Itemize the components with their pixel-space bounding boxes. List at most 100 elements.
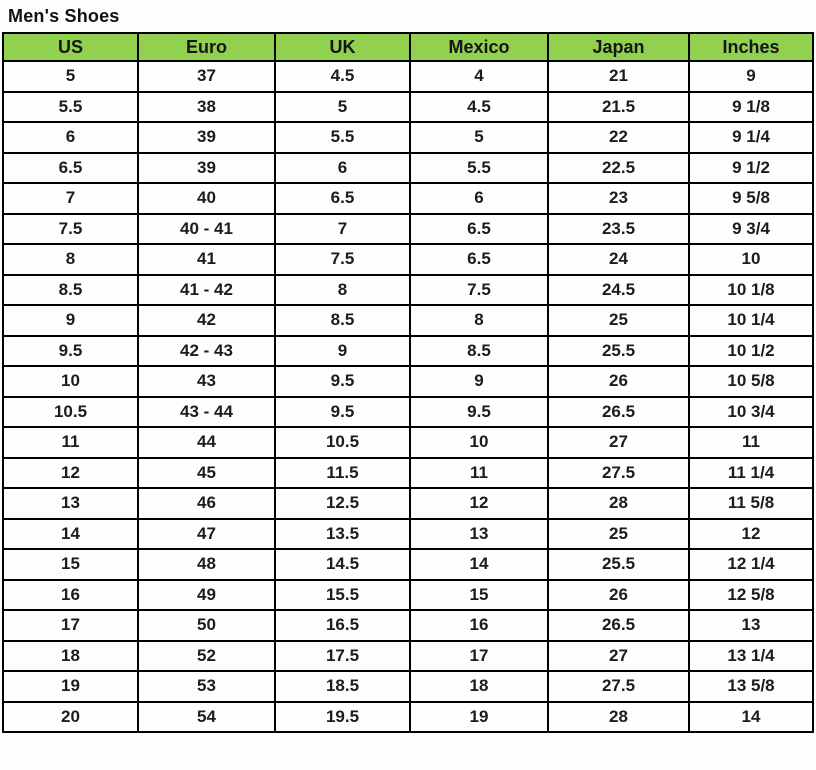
table-cell: 9 1/2 [688,151,814,184]
table-cell: 5 [409,121,549,154]
table-cell: 10 1/4 [688,304,814,337]
table-cell: 19 [409,700,549,733]
table-cell: 40 - 41 [137,212,276,245]
table-cell: 53 [137,670,276,703]
table-cell: 27 [547,426,690,459]
table-cell: 9 1/8 [688,90,814,123]
page-title: Men's Shoes [8,6,120,26]
table-cell: 8.5 [274,304,411,337]
table-row: 6 39 5.5 5 22 9 1/4 [2,121,814,154]
table-cell: 13 5/8 [688,670,814,703]
table-cell: 10.5 [274,426,411,459]
table-cell: 28 [547,487,690,520]
table-row: 20 54 19.5 19 28 14 [2,700,814,733]
table-cell: 25 [547,517,690,550]
table-cell: 26 [547,578,690,611]
table-cell: 9.5 [409,395,549,428]
table-cell: 12 5/8 [688,578,814,611]
table-cell: 18 [2,639,139,672]
table-cell: 12 [409,487,549,520]
column-header-mexico: Mexico [409,32,549,62]
table-cell: 10 [409,426,549,459]
table-row: 14 47 13.5 13 25 12 [2,517,814,550]
table-cell: 12 [2,456,139,489]
table-cell: 25 [547,304,690,337]
table-cell: 47 [137,517,276,550]
table-cell: 17 [409,639,549,672]
table-cell: 6.5 [2,151,139,184]
table-cell: 10 1/8 [688,273,814,306]
table-cell: 5.5 [2,90,139,123]
table-cell: 48 [137,548,276,581]
table-cell: 37 [137,60,276,93]
table-cell: 23.5 [547,212,690,245]
table-row: 19 53 18.5 18 27.5 13 5/8 [2,670,814,703]
table-cell: 8 [2,243,139,276]
table-cell: 27.5 [547,456,690,489]
table-row: 17 50 16.5 16 26.5 13 [2,609,814,642]
table-cell: 13 [688,609,814,642]
table-cell: 9 5/8 [688,182,814,215]
table-cell: 54 [137,700,276,733]
table-cell: 9 3/4 [688,212,814,245]
table-cell: 10 1/2 [688,334,814,367]
table-cell: 27.5 [547,670,690,703]
table-cell: 50 [137,609,276,642]
table-cell: 7.5 [2,212,139,245]
table-cell: 7 [274,212,411,245]
table-cell: 6 [409,182,549,215]
table-cell: 13 [409,517,549,550]
table-cell: 42 - 43 [137,334,276,367]
table-cell: 52 [137,639,276,672]
table-cell: 21 [547,60,690,93]
table-cell: 15 [2,548,139,581]
table-cell: 7.5 [274,243,411,276]
table-cell: 26.5 [547,609,690,642]
table-cell: 9.5 [2,334,139,367]
table-row: 10.5 43 - 44 9.5 9.5 26.5 10 3/4 [2,395,814,428]
table-cell: 10 3/4 [688,395,814,428]
table-cell: 4.5 [274,60,411,93]
table-cell: 21.5 [547,90,690,123]
table-cell: 43 - 44 [137,395,276,428]
table-cell: 8.5 [2,273,139,306]
table-cell: 22.5 [547,151,690,184]
table-cell: 39 [137,151,276,184]
column-header-us: US [2,32,139,62]
table-row: 6.5 39 6 5.5 22.5 9 1/2 [2,151,814,184]
table-cell: 11.5 [274,456,411,489]
table-cell: 9.5 [274,365,411,398]
table-cell: 26 [547,365,690,398]
table-cell: 14.5 [274,548,411,581]
table-cell: 14 [688,700,814,733]
table-cell: 5 [2,60,139,93]
table-row: 15 48 14.5 14 25.5 12 1/4 [2,548,814,581]
table-cell: 4 [409,60,549,93]
table-cell: 25.5 [547,548,690,581]
table-cell: 12 [688,517,814,550]
header-row: US Euro UK Mexico Japan Inches [2,32,814,62]
table-cell: 7 [2,182,139,215]
table-cell: 9 [409,365,549,398]
table-cell: 46 [137,487,276,520]
table-cell: 11 [2,426,139,459]
table-cell: 41 - 42 [137,273,276,306]
column-header-inches: Inches [688,32,814,62]
table-cell: 14 [2,517,139,550]
table-cell: 16 [409,609,549,642]
table-cell: 27 [547,639,690,672]
mens-shoe-size-table: US Euro UK Mexico Japan Inches 5 37 4.5 4 21 9 5.5 3… [2,32,814,733]
table-cell: 11 5/8 [688,487,814,520]
table-cell: 49 [137,578,276,611]
table-cell: 23 [547,182,690,215]
table-cell: 17 [2,609,139,642]
table-row: 12 45 11.5 11 27.5 11 1/4 [2,456,814,489]
table-cell: 16 [2,578,139,611]
table-row: 13 46 12.5 12 28 11 5/8 [2,487,814,520]
table-cell: 40 [137,182,276,215]
table-row: 16 49 15.5 15 26 12 5/8 [2,578,814,611]
table-cell: 19 [2,670,139,703]
table-row: 9 42 8.5 8 25 10 1/4 [2,304,814,337]
table-cell: 11 1/4 [688,456,814,489]
table-cell: 8 [409,304,549,337]
